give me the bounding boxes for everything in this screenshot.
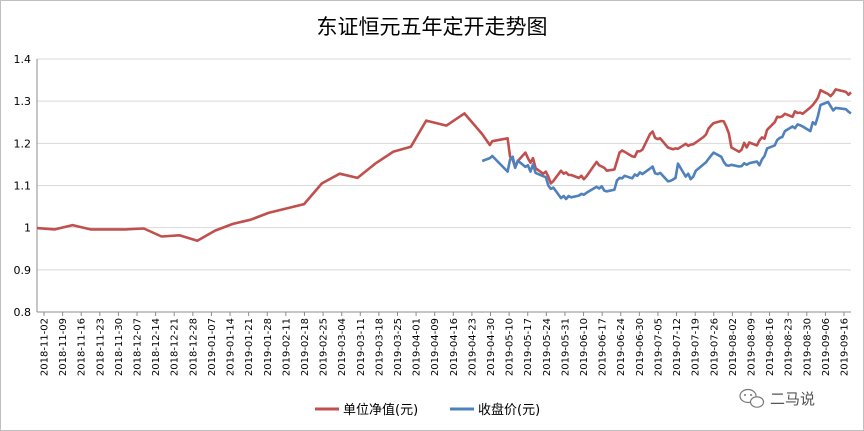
x-tick-label: 2018-11-02 [40,318,51,376]
x-axis-ticks: 2018-11-02 2018-11-09 2018-11-16 2018-11-23… [40,312,851,376]
x-tick-label: 2019-03-18 [374,318,385,376]
x-tick-label: 2018-11-09 [58,318,69,376]
x-tick-label: 2019-06-24 [616,318,627,376]
x-tick-label: 2019-03-04 [337,318,348,376]
x-tick-label: 2019-01-28 [263,318,274,376]
x-tick-label: 2018-12-07 [133,318,144,376]
series-line-nav [36,88,852,242]
x-tick-label: 2019-09-16 [840,318,851,376]
x-tick-label: 2019-07-19 [691,318,702,376]
x-tick-label: 2019-01-21 [244,318,255,376]
x-tick-label: 2019-03-25 [393,318,404,376]
x-tick-label: 2019-08-02 [728,318,739,376]
x-tick-label: 2019-08-09 [746,318,757,376]
x-tick-label: 2019-07-05 [653,318,664,376]
legend-label-close: 收盘价(元) [478,402,540,418]
x-tick-label: 2019-01-14 [226,318,237,376]
x-tick-label: 2018-11-30 [114,318,125,376]
x-axis [36,59,851,313]
series-lines [36,88,852,242]
y-tick-label: 1.2 [14,137,32,150]
x-tick-label: 2019-05-10 [505,318,516,376]
x-tick-label: 2019-02-18 [300,318,311,376]
x-tick-label: 2019-02-11 [281,318,292,376]
x-tick-label: 2019-04-01 [412,318,423,376]
x-tick-label: 2019-08-23 [784,318,795,376]
x-tick-label: 2018-12-14 [151,318,162,376]
series-line-close [481,100,852,201]
x-tick-label: 2019-08-30 [802,318,813,376]
x-tick-label: 2019-02-25 [319,318,330,376]
chart-title: 东证恒元五年定开走势图 [317,15,548,39]
legend-label-nav: 单位净值(元) [343,402,418,418]
x-tick-label: 2019-06-17 [598,318,609,376]
x-tick-label: 2019-04-09 [430,318,441,376]
gridlines [37,58,851,313]
x-tick-label: 2019-05-24 [542,318,553,376]
x-tick-label: 2019-01-07 [207,318,218,376]
x-tick-label: 2019-04-23 [467,318,478,376]
legend: 单位净值(元) 收盘价(元) [315,402,540,418]
y-tick-label: 1.4 [14,53,32,66]
x-tick-label: 2019-08-16 [765,318,776,376]
x-tick-label: 2019-04-30 [486,318,497,376]
x-tick-label: 2019-09-06 [821,318,832,376]
x-tick-label: 2019-03-11 [356,318,367,376]
x-tick-label: 2019-06-10 [579,318,590,376]
y-tick-label: 1 [24,222,31,235]
y-tick-label: 0.9 [14,264,32,277]
y-tick-label: 1.1 [14,180,32,193]
y-tick-label: 1.3 [14,95,32,108]
x-tick-label: 2018-12-21 [170,318,181,376]
x-tick-label: 2018-12-28 [188,318,199,376]
x-tick-label: 2019-05-17 [523,318,534,376]
x-tick-label: 2018-11-23 [95,318,106,376]
x-tick-label: 2019-07-12 [672,318,683,376]
watermark: 二马说 [739,388,815,408]
x-tick-label: 2019-04-16 [449,318,460,376]
y-tick-label: 0.8 [14,306,32,319]
watermark-text: 二马说 [770,390,815,408]
wechat-icon [739,388,765,408]
y-axis-ticks: 1.4 1.3 1.2 1.1 1 0.9 0.8 [14,53,32,319]
x-tick-label: 2018-11-16 [77,318,88,376]
x-tick-label: 2019-06-30 [635,318,646,376]
x-tick-label: 2019-05-31 [560,318,571,376]
x-tick-label: 2019-07-26 [709,318,720,376]
